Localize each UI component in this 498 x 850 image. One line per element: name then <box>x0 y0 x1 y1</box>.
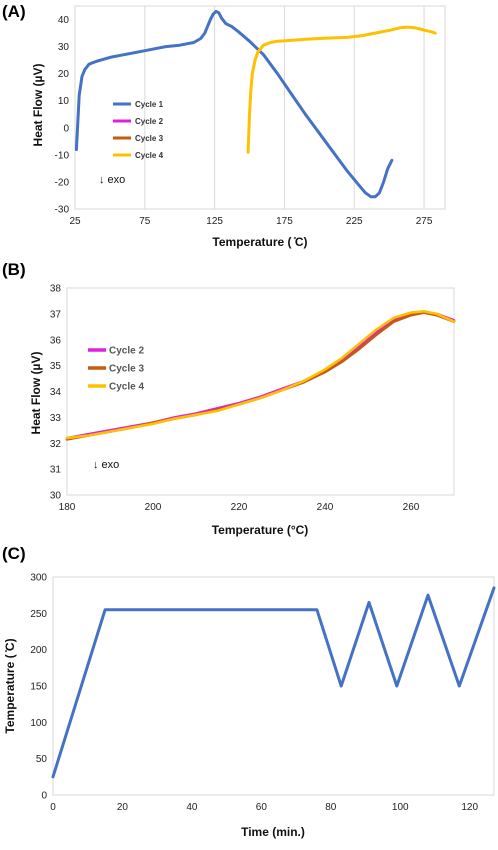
y-tick-label: 300 <box>30 573 47 584</box>
legend-label: Cycle 2 <box>109 346 144 357</box>
panel-a: (A) 25 75 125 175 225 275 -30 -20 -10 0 10 20 30 40 C… <box>0 0 498 258</box>
x-tick-label: 80 <box>325 802 337 813</box>
y-tick-label: 38 <box>50 284 62 295</box>
y-tick-label: -20 <box>55 177 70 188</box>
x-tick-label: 120 <box>461 802 478 813</box>
x-axis-label-c: Time (min.) <box>241 825 305 839</box>
legend-label: Cycle 4 <box>109 382 144 393</box>
panel-a-label: (A) <box>2 2 26 21</box>
x-tick-label: 220 <box>231 502 248 513</box>
x-axis-label-b: Temperature (°C) <box>212 523 309 537</box>
legend-label: Cycle 3 <box>135 134 164 143</box>
y-tick-label: 20 <box>58 69 70 80</box>
chart-c: (C) 0 20 40 60 80 100 120 0 50 100 150 200 250 300 Ti… <box>2 544 496 839</box>
x-tick-label: 125 <box>206 216 223 227</box>
exo-annotation-b: ↓ exo <box>93 459 119 471</box>
panel-b-label: (B) <box>2 260 26 279</box>
y-tick-label: 150 <box>30 682 47 693</box>
y-tick-label: 34 <box>50 387 62 398</box>
y-axis-label-a: Heat Flow (µV) <box>31 64 45 147</box>
y-tick-label: 32 <box>50 439 62 450</box>
series-line <box>74 9 394 199</box>
y-tick-label: 31 <box>50 465 62 476</box>
x-tick-label: 225 <box>346 216 363 227</box>
y-tick-label: -10 <box>55 150 70 161</box>
x-tick-label: 100 <box>392 802 409 813</box>
x-tick-label: 20 <box>117 802 129 813</box>
y-tick-label: 30 <box>50 491 62 502</box>
x-tick-label: 275 <box>416 216 433 227</box>
y-tick-label: 0 <box>41 791 47 802</box>
x-tick-label: 75 <box>139 216 151 227</box>
chart-a: (A) 25 75 125 175 225 275 -30 -20 -10 0 10 20 30 40 C… <box>2 2 446 249</box>
series-line <box>246 25 437 154</box>
y-tick-label: 10 <box>58 96 70 107</box>
x-axis-label-a: Temperature ( ̊C) <box>212 235 307 249</box>
x-tick-label: 25 <box>69 216 81 227</box>
y-axis-label-c: Temperature ( ̊C) <box>3 638 17 733</box>
series-line <box>65 309 456 440</box>
y-tick-label: 100 <box>30 718 47 729</box>
y-tick-label: 36 <box>50 335 62 346</box>
panel-c: (C) 0 20 40 60 80 100 120 0 50 100 150 200 250 300 Ti… <box>0 540 498 845</box>
legend-label: Cycle 1 <box>135 100 164 109</box>
y-tick-label: 50 <box>36 754 48 765</box>
legend-label: Cycle 2 <box>135 117 164 126</box>
y-tick-label: 40 <box>58 15 70 26</box>
legend-label: Cycle 3 <box>109 364 144 375</box>
y-tick-label: 37 <box>50 309 62 320</box>
panel-c-label: (C) <box>2 544 26 563</box>
x-tick-label: 0 <box>50 802 56 813</box>
x-tick-label: 240 <box>317 502 334 513</box>
y-tick-label: 33 <box>50 413 62 424</box>
y-tick-label: 35 <box>50 361 62 372</box>
y-tick-label: 0 <box>63 123 69 134</box>
series-line <box>51 586 496 779</box>
y-tick-label: 250 <box>30 609 47 620</box>
panel-b: (B) 180 200 220 240 260 30 31 32 33 34 35 36 37 38 Cy… <box>0 258 498 540</box>
x-tick-label: 180 <box>59 502 76 513</box>
x-tick-label: 60 <box>256 802 268 813</box>
x-tick-label: 200 <box>145 502 162 513</box>
x-tick-label: 40 <box>186 802 198 813</box>
y-axis-label-b: Heat Flow (µV) <box>29 352 43 435</box>
legend-label: Cycle 4 <box>135 151 164 160</box>
x-tick-label: 175 <box>276 216 293 227</box>
exo-annotation-a: ↓ exo <box>99 174 125 186</box>
x-tick-label: 260 <box>403 502 420 513</box>
y-tick-label: 30 <box>58 42 70 53</box>
chart-b: (B) 180 200 220 240 260 30 31 32 33 34 35 36 37 38 Cy… <box>2 260 456 537</box>
y-tick-label: -30 <box>55 205 70 216</box>
y-tick-label: 200 <box>30 645 47 656</box>
